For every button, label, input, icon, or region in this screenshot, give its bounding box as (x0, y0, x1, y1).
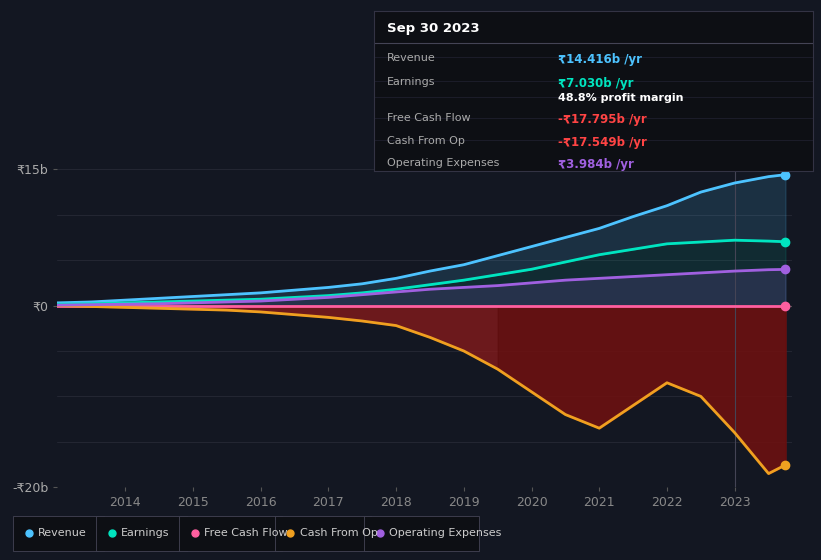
Text: -₹17.795b /yr: -₹17.795b /yr (558, 113, 647, 127)
Text: Operating Expenses: Operating Expenses (389, 529, 502, 538)
FancyBboxPatch shape (364, 516, 479, 552)
Text: -₹17.549b /yr: -₹17.549b /yr (558, 136, 647, 149)
Text: ₹14.416b /yr: ₹14.416b /yr (558, 53, 642, 66)
Text: Free Cash Flow: Free Cash Flow (387, 113, 470, 123)
Text: 48.8% profit margin: 48.8% profit margin (558, 92, 684, 102)
Text: Operating Expenses: Operating Expenses (387, 158, 499, 168)
FancyBboxPatch shape (96, 516, 186, 552)
Text: Earnings: Earnings (122, 529, 170, 538)
Text: Cash From Op: Cash From Op (387, 136, 465, 146)
Text: Revenue: Revenue (39, 529, 87, 538)
FancyBboxPatch shape (179, 516, 282, 552)
FancyBboxPatch shape (13, 516, 103, 552)
Text: ₹7.030b /yr: ₹7.030b /yr (558, 77, 634, 90)
Text: Revenue: Revenue (387, 53, 435, 63)
FancyBboxPatch shape (275, 516, 371, 552)
Text: Earnings: Earnings (387, 77, 435, 87)
Text: Cash From Op: Cash From Op (300, 529, 378, 538)
Text: Free Cash Flow: Free Cash Flow (204, 529, 288, 538)
Text: Sep 30 2023: Sep 30 2023 (387, 22, 479, 35)
Text: ₹3.984b /yr: ₹3.984b /yr (558, 158, 634, 171)
